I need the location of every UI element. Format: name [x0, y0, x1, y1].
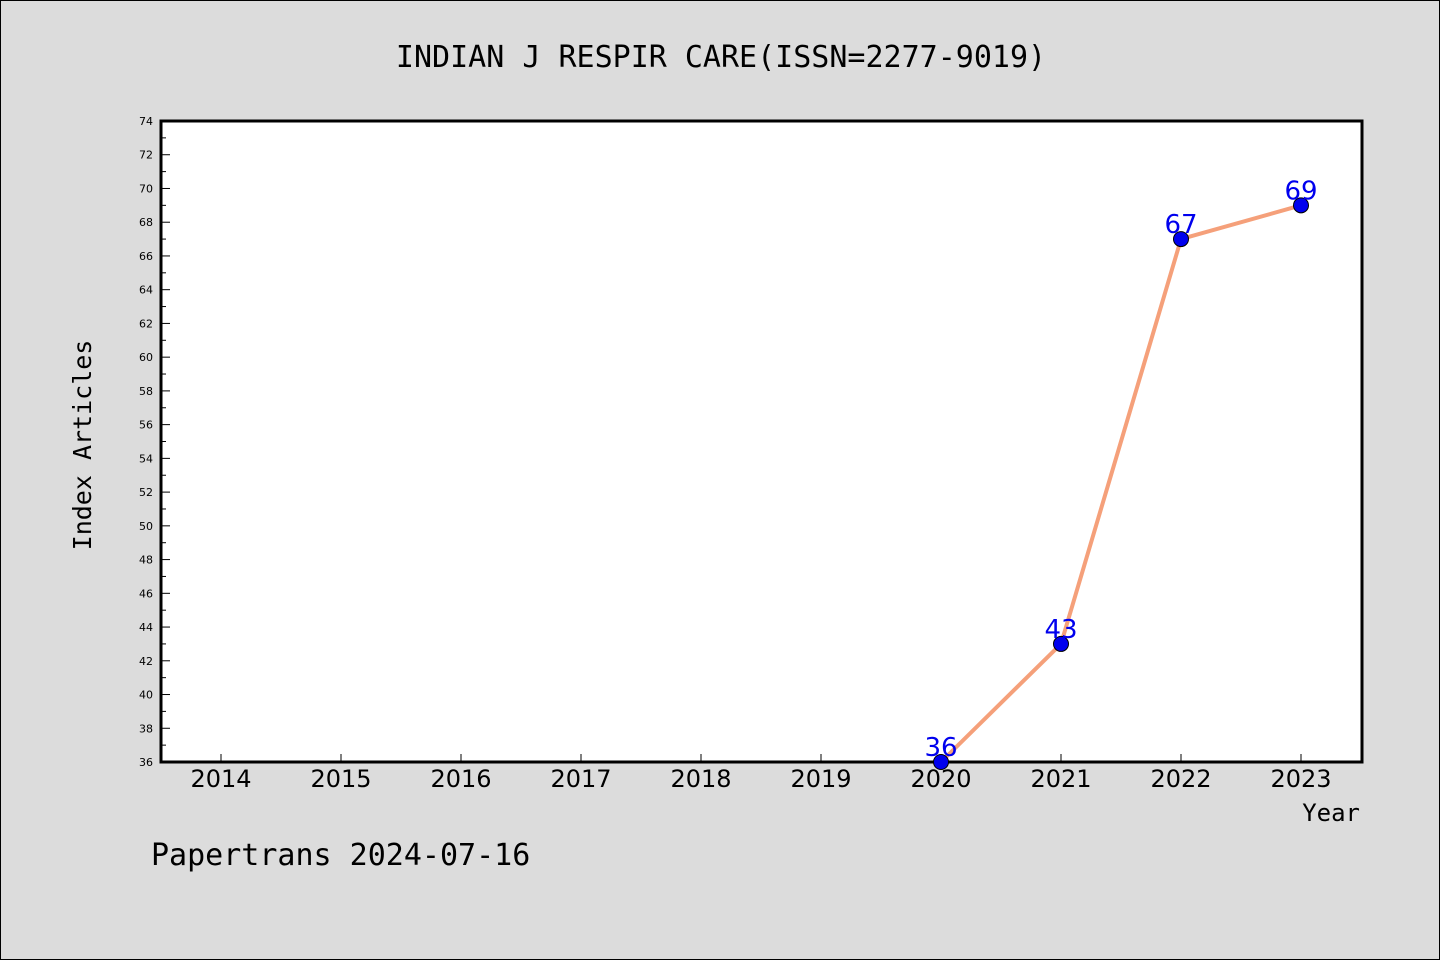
data-label: 43 — [1044, 615, 1077, 645]
y-tick-label: 48 — [139, 554, 153, 567]
y-tick-label: 66 — [139, 250, 153, 263]
x-tick-label: 2023 — [1270, 765, 1331, 793]
x-tick-label: 2017 — [550, 765, 611, 793]
y-tick-label: 64 — [139, 284, 153, 297]
data-label: 67 — [1164, 210, 1197, 240]
chart-title: INDIAN J RESPIR CARE(ISSN=2277-9019) — [396, 40, 1046, 75]
y-tick-label: 46 — [139, 587, 153, 600]
x-tick-label: 2016 — [430, 765, 491, 793]
y-tick-label: 70 — [139, 182, 153, 195]
y-tick-label: 52 — [139, 486, 153, 499]
x-tick-label: 2022 — [1150, 765, 1211, 793]
data-point — [933, 754, 949, 770]
x-tick-label: 2018 — [670, 765, 731, 793]
x-tick-label: 2014 — [190, 765, 251, 793]
y-tick-label: 54 — [139, 452, 153, 465]
y-tick-label: 72 — [139, 149, 153, 162]
y-tick-label: 38 — [139, 722, 153, 735]
footer-credit: Papertrans 2024-07-16 — [151, 838, 530, 873]
data-point — [1053, 635, 1069, 652]
data-point — [1293, 197, 1309, 214]
y-tick-label: 68 — [139, 216, 153, 229]
x-tick-label: 2015 — [310, 765, 371, 793]
x-tick-label: 2021 — [1030, 765, 1091, 793]
y-tick-label: 60 — [139, 351, 153, 364]
y-tick-label: 62 — [139, 317, 153, 330]
y-tick-label: 40 — [139, 689, 153, 702]
x-axis-label: Year — [1302, 799, 1360, 827]
y-tick-label: 50 — [139, 520, 153, 533]
series-layer: 36 43 67 69 — [924, 176, 1318, 770]
y-axis-label: Index Articles — [68, 340, 97, 551]
y-tick-label: 36 — [139, 756, 153, 769]
x-tick-label: 2019 — [790, 765, 851, 793]
data-point — [1173, 231, 1189, 248]
series-line — [939, 203, 1302, 764]
y-tick-label: 44 — [139, 621, 153, 634]
data-label: 36 — [924, 733, 957, 763]
y-tick-label: 74 — [139, 115, 153, 128]
plot-area — [159, 119, 1364, 764]
y-tick-label: 56 — [139, 419, 153, 432]
y-tick-label: 58 — [139, 385, 153, 398]
y-tick-label: 42 — [139, 655, 153, 668]
data-label: 69 — [1284, 176, 1317, 206]
y-axis: 36 38 40 42 44 46 48 50 52 54 56 58 60 62 64 66 68 70 72 74 — [139, 115, 170, 769]
